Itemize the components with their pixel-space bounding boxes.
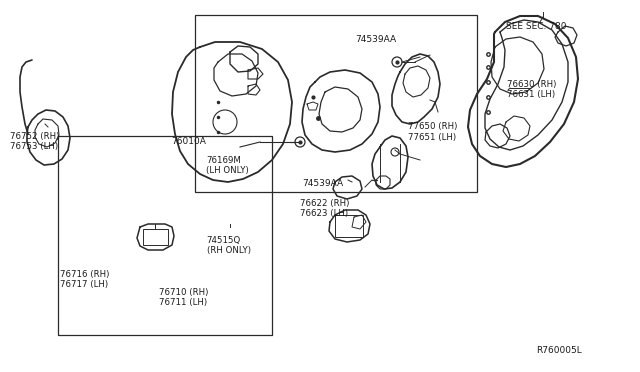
Text: 76622 (RH)
76623 (LH): 76622 (RH) 76623 (LH) (300, 199, 349, 218)
Text: 76710 (RH)
76711 (LH): 76710 (RH) 76711 (LH) (159, 288, 208, 307)
Bar (195, 15, 477, 192)
Text: 76010A: 76010A (171, 137, 205, 146)
Text: 76716 (RH)
76717 (LH): 76716 (RH) 76717 (LH) (60, 270, 109, 289)
Text: 76752 (RH)
76753 (LH): 76752 (RH) 76753 (LH) (10, 132, 59, 151)
Text: 74539AA: 74539AA (355, 35, 396, 44)
Text: 74539AA: 74539AA (302, 179, 343, 187)
Bar (335, 215, 363, 237)
Text: 77650 (RH)
77651 (LH): 77650 (RH) 77651 (LH) (408, 122, 458, 142)
Bar (143, 229, 168, 245)
Text: 76169M
(LH ONLY): 76169M (LH ONLY) (206, 156, 249, 175)
Text: 74515Q
(RH ONLY): 74515Q (RH ONLY) (207, 236, 251, 255)
Text: 76630 (RH)
76631 (LH): 76630 (RH) 76631 (LH) (507, 80, 556, 99)
Text: SEE SEC. 780: SEE SEC. 780 (506, 22, 566, 31)
Text: R760005L: R760005L (536, 346, 582, 355)
